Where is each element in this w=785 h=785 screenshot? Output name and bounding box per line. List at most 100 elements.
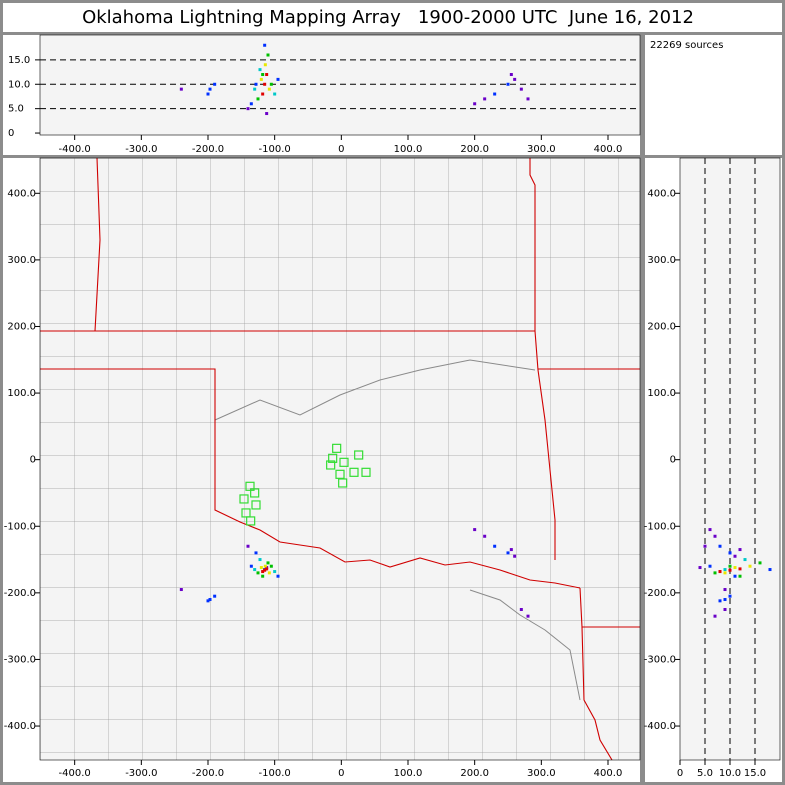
y-tick-label: 10.0 xyxy=(8,79,30,90)
lightning-source xyxy=(213,82,217,86)
lightning-source xyxy=(265,567,269,571)
y-tick-label: -400.0 xyxy=(4,721,36,732)
river xyxy=(214,359,536,421)
lightning-source xyxy=(713,571,717,575)
x-tick-label: -100.0 xyxy=(259,768,291,779)
lightning-source xyxy=(738,574,742,578)
x-tick-label: 0 xyxy=(338,144,344,155)
lightning-source xyxy=(208,87,212,91)
lightning-source xyxy=(748,564,752,568)
lightning-source xyxy=(493,92,497,96)
y-tick-label: 15.0 xyxy=(8,55,30,66)
y-tick-label: 200.0 xyxy=(7,321,36,332)
title-band xyxy=(3,3,782,32)
state-border xyxy=(529,158,556,560)
lightning-source xyxy=(728,564,732,568)
y-tick-label: 400.0 xyxy=(7,188,36,199)
lightning-source xyxy=(249,564,253,568)
lightning-source xyxy=(718,599,722,603)
x-tick-label: 5.0 xyxy=(697,768,713,779)
lightning-source xyxy=(261,574,265,578)
state-border xyxy=(94,158,101,332)
lightning-source xyxy=(263,63,267,67)
lightning-source xyxy=(493,544,497,548)
y-tick-label: 300.0 xyxy=(647,255,676,266)
lightning-source xyxy=(261,92,265,96)
lightning-source xyxy=(723,571,727,575)
y-tick-label: 100.0 xyxy=(647,388,676,399)
station xyxy=(241,508,251,518)
river xyxy=(469,589,581,701)
x-tick-label: -400.0 xyxy=(59,144,91,155)
x-tick-label: 400.0 xyxy=(594,768,623,779)
x-tick-label: 300.0 xyxy=(527,768,556,779)
lightning-source xyxy=(265,73,269,77)
plot-marks xyxy=(179,43,530,116)
lightning-source xyxy=(269,82,273,86)
y-tick-label: -200.0 xyxy=(644,588,676,599)
y-tick-label: 5.0 xyxy=(8,104,24,115)
lightning-source xyxy=(179,588,183,592)
lightning-source xyxy=(526,614,530,618)
lightning-source xyxy=(483,97,487,101)
x-tick-label: 200.0 xyxy=(460,768,489,779)
plot-marks xyxy=(179,443,530,618)
lightning-source xyxy=(728,568,732,572)
lightning-source xyxy=(698,566,702,570)
lightning-source xyxy=(266,561,270,565)
x-tick-label: -200.0 xyxy=(192,768,224,779)
station xyxy=(239,494,249,504)
lightning-source xyxy=(253,87,257,91)
lightning-source xyxy=(718,544,722,548)
y-tick-label: 400.0 xyxy=(647,188,676,199)
lightning-source xyxy=(179,87,183,91)
lightning-source xyxy=(276,77,280,81)
lightning-source xyxy=(708,564,712,568)
lightning-source xyxy=(728,551,732,555)
lightning-source xyxy=(473,528,477,532)
x-tick-label: -300.0 xyxy=(125,144,157,155)
lightning-source xyxy=(259,77,263,81)
lightning-source xyxy=(509,73,513,77)
lightning-source xyxy=(483,534,487,538)
x-tick-label: 300.0 xyxy=(527,144,556,155)
station xyxy=(246,516,256,526)
lightning-source xyxy=(723,588,727,592)
x-tick-label: 0 xyxy=(677,768,683,779)
x-tick-label: 15.0 xyxy=(744,768,766,779)
lightning-source xyxy=(738,548,742,552)
title: Oklahoma Lightning Mapping Array 1900-20… xyxy=(82,7,694,28)
station xyxy=(326,460,336,470)
station xyxy=(354,450,364,460)
lightning-source xyxy=(733,554,737,558)
x-tick-label: 200.0 xyxy=(460,144,489,155)
lightning-source xyxy=(273,92,277,96)
lightning-source xyxy=(506,82,510,86)
lightning-source xyxy=(254,551,258,555)
lightning-source xyxy=(723,568,727,572)
lightning-source xyxy=(273,570,277,574)
station xyxy=(361,467,371,477)
lightning-source xyxy=(263,568,267,572)
x-tick-label: -200.0 xyxy=(192,144,224,155)
x-tick-label: 10.0 xyxy=(719,768,741,779)
lightning-source xyxy=(246,107,250,111)
station xyxy=(245,481,255,491)
lightning-source xyxy=(265,112,269,116)
station xyxy=(349,467,359,477)
lightning-source xyxy=(723,608,727,611)
x-tick-label: -100.0 xyxy=(259,144,291,155)
lightning-source xyxy=(254,82,258,86)
lightning-source xyxy=(258,558,262,562)
lightning-source xyxy=(526,97,530,101)
station xyxy=(339,457,349,467)
y-tick-label: -300.0 xyxy=(4,654,36,665)
plot-frame xyxy=(679,157,781,761)
state-border xyxy=(581,626,613,760)
state-border xyxy=(40,368,581,589)
y-tick-label: -100.0 xyxy=(4,521,36,532)
lightning-source xyxy=(263,82,267,86)
y-tick-label: -400.0 xyxy=(644,721,676,732)
lightning-source xyxy=(733,566,737,570)
